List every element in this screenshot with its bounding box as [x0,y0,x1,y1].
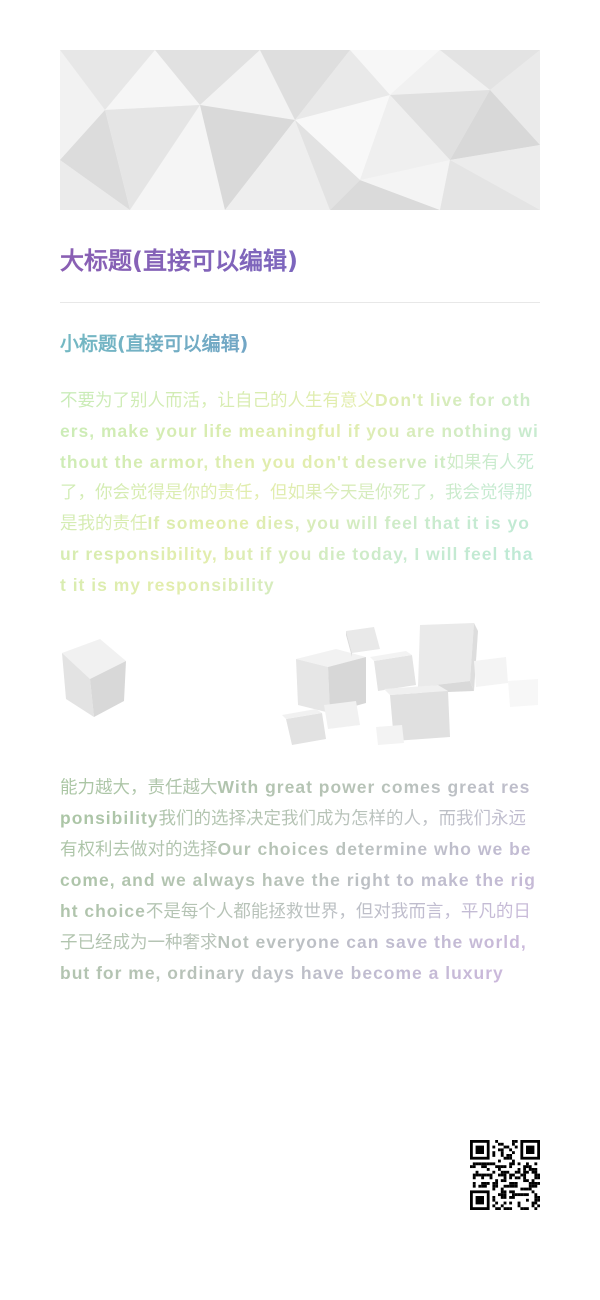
article: 大标题(直接可以编辑) 小标题(直接可以编辑) 不要为了别人而活，让自己的人生有… [60,50,540,1210]
hero-image [60,50,540,210]
title-divider [60,302,540,303]
paragraph-2-text: 能力越大，责任越大 [60,778,218,798]
paragraph-1-text: 不要为了别人而活，让自己的人生有意义 [60,391,375,411]
page-title: 大标题(直接可以编辑) [60,244,540,278]
paragraph-1: 不要为了别人而活，让自己的人生有意义Don't live for others,… [60,385,540,601]
paragraph-2: 能力越大，责任越大With great power comes great re… [60,772,540,989]
section-subtitle: 小标题(直接可以编辑) [60,329,540,359]
qr-code-icon [470,1140,540,1210]
qr-code-icon[interactable] [470,1140,540,1210]
cubes-image [60,621,540,756]
